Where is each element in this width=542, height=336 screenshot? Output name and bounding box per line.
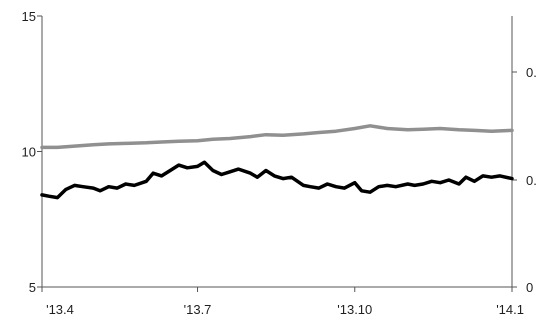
axes [37,15,517,292]
x-tick-label: '13.7 [184,302,212,317]
series-layer [40,124,514,200]
y-tick-label: 5 [29,280,36,295]
x-tick-label: '13.4 [46,302,74,317]
y2-tick-label: 0 [526,280,533,295]
y-tick-label: 15 [22,9,36,24]
y2-tick-label: 0. [526,173,537,188]
x-tick-label: '14.1 [496,302,524,317]
series-line-gray [40,124,514,150]
series-line-black [40,160,514,200]
y2-tick-label: 0. [526,65,537,80]
y-tick-label: 10 [22,145,36,160]
tick-labels: 5 10 15 0. 0. 0 '13.4 '13.7 '13.10 '14.1 [22,9,537,317]
x-tick-label: '13.10 [337,302,372,317]
